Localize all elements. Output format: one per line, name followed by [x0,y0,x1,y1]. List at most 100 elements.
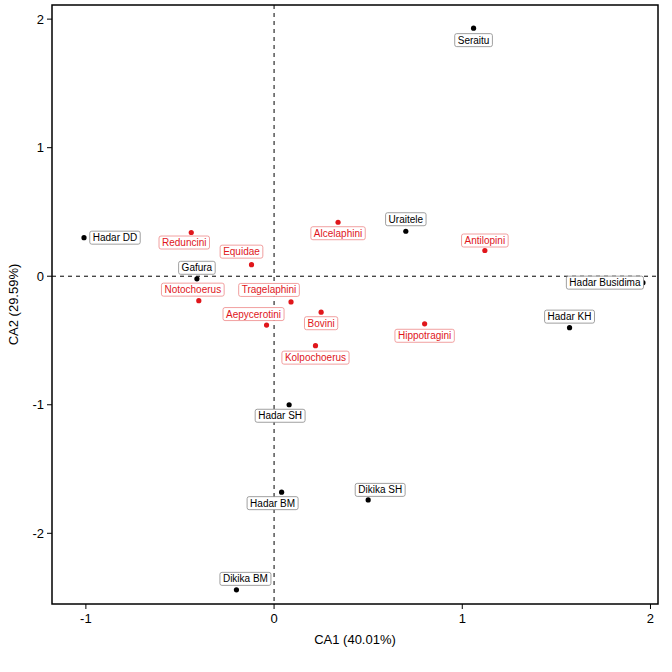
point-label: Bovini [307,318,334,329]
y-tick [47,276,52,277]
point-labels: Seraitu Hadar DD Gafura Uraitele Hadar Busid… [90,34,644,586]
label-group: Dikika SH [355,483,405,496]
point [81,235,86,240]
x-tick [650,604,651,609]
reference-line [274,5,275,604]
point-label: Equidae [223,246,260,257]
y-axis-label: CA2 (29.59%) [6,264,21,346]
point-label: Tragelaphini [242,284,297,295]
label-box [545,310,595,323]
point [264,322,269,327]
label-box [462,234,509,247]
point-label: Uraitele [389,214,424,225]
label-group: Hadar Busidima [566,276,643,289]
label-box [220,572,271,585]
label-box [90,231,140,244]
label-group: Seraitu [455,34,493,47]
point [482,248,487,253]
point-label: Hadar SH [258,410,302,421]
point [287,402,292,407]
y-tick-label: -1 [32,397,44,412]
chart: -1 0 1 2 -2 -1 0 1 2 CA1 (40.01%) CA2 (29.59%) Sera… [0,0,672,672]
label-box [311,227,365,240]
frame [52,5,658,604]
point [471,26,476,31]
label-group: Hadar DD [90,231,140,244]
x-tick-label: 0 [270,611,277,626]
point [288,299,293,304]
point-label: Dikika BM [223,573,268,584]
point-label: Kolpochoerus [285,352,346,363]
point [319,310,324,315]
label-group: Reduncini [159,236,209,249]
label-box [282,351,349,364]
y-tick [47,404,52,405]
label-group: Notochoerus [161,283,224,296]
label-group: Hadar SH [255,409,305,422]
point [313,343,318,348]
point-label: Gafura [182,262,213,273]
y-tick-label: -2 [32,526,44,541]
point [249,262,254,267]
point [366,497,371,502]
label-box [386,213,426,226]
point [279,490,284,495]
label-box [179,261,216,274]
y-tick [47,533,52,534]
label-group: Equidae [220,245,263,258]
x-axis-label: CA1 (40.01%) [314,632,396,647]
label-group: Hadar BM [247,497,298,510]
point-label: Reduncini [162,237,206,248]
x-tick-label: 1 [459,611,466,626]
point [422,321,427,326]
point-label: Hadar KH [548,311,592,322]
point-label: Dikika SH [358,484,402,495]
point-label: Seraitu [458,35,490,46]
y-tick-label: 0 [37,269,44,284]
label-box [355,483,405,496]
point [234,587,239,592]
point [403,229,408,234]
label-box [247,497,298,510]
points [81,26,645,593]
point-label: Notochoerus [164,284,221,295]
x-tick [274,604,275,609]
x-tick-label: 2 [647,611,654,626]
label-group: Antilopini [462,234,509,247]
label-group: Bovini [304,317,337,330]
label-group: Uraitele [386,213,426,226]
point-label: Hadar BM [250,498,295,509]
x-tick [85,604,86,609]
point [567,325,572,330]
label-group: Gafura [179,261,216,274]
label-group: Kolpochoerus [282,351,349,364]
point-label: Hadar Busidima [569,277,641,288]
y-tick [47,19,52,20]
label-box [159,236,209,249]
label-group: Aepycerotini [223,308,284,321]
label-box [304,317,337,330]
label-group: Hippotragini [395,329,454,342]
label-box [220,245,263,258]
label-box [239,283,300,296]
x-tick-label: -1 [80,611,92,626]
point [196,298,201,303]
point-label: Aepycerotini [226,309,281,320]
point [194,276,199,281]
point-label: Hippotragini [398,330,451,341]
label-box [455,34,493,47]
label-group: Dikika BM [220,572,271,585]
label-group: Tragelaphini [239,283,300,296]
y-tick [47,147,52,148]
point-label: Alcelaphini [314,228,362,239]
point-label: Hadar DD [93,232,137,243]
label-group: Alcelaphini [311,227,365,240]
label-box [566,276,643,289]
label-box [161,283,224,296]
y-tick-label: 1 [37,140,44,155]
point-label: Antilopini [465,235,506,246]
x-tick [462,604,463,609]
label-box [223,308,284,321]
label-box [395,329,454,342]
y-tick-label: 2 [37,12,44,27]
